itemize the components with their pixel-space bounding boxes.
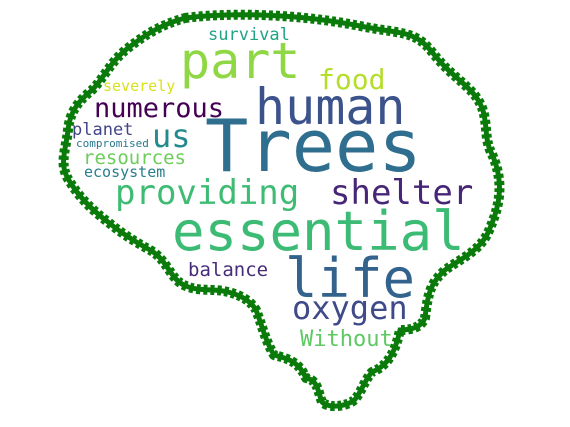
word-severely: severely <box>103 77 176 95</box>
word-providing: providing <box>115 173 300 213</box>
word-survival: survival <box>208 25 290 45</box>
word-life: life <box>285 247 416 310</box>
word-oxygen: oxygen <box>292 289 408 327</box>
word-planet: planet <box>72 120 134 140</box>
word-us: us <box>152 117 191 155</box>
word-ecosystem: ecosystem <box>84 163 166 181</box>
word-compromised: compromised <box>76 137 149 150</box>
word-resources: resources <box>83 147 186 169</box>
word-balance: balance <box>188 259 269 281</box>
word-part: part <box>180 32 301 90</box>
word-human: human <box>255 78 406 136</box>
word-shelter: shelter <box>330 173 474 213</box>
word-without: Without <box>300 327 393 352</box>
word-food: food <box>318 63 386 96</box>
word-trees: Trees <box>205 104 422 188</box>
brain-outline-inner <box>61 12 502 409</box>
word-numerous: numerous <box>94 93 225 124</box>
word-essential: essential <box>172 200 465 263</box>
